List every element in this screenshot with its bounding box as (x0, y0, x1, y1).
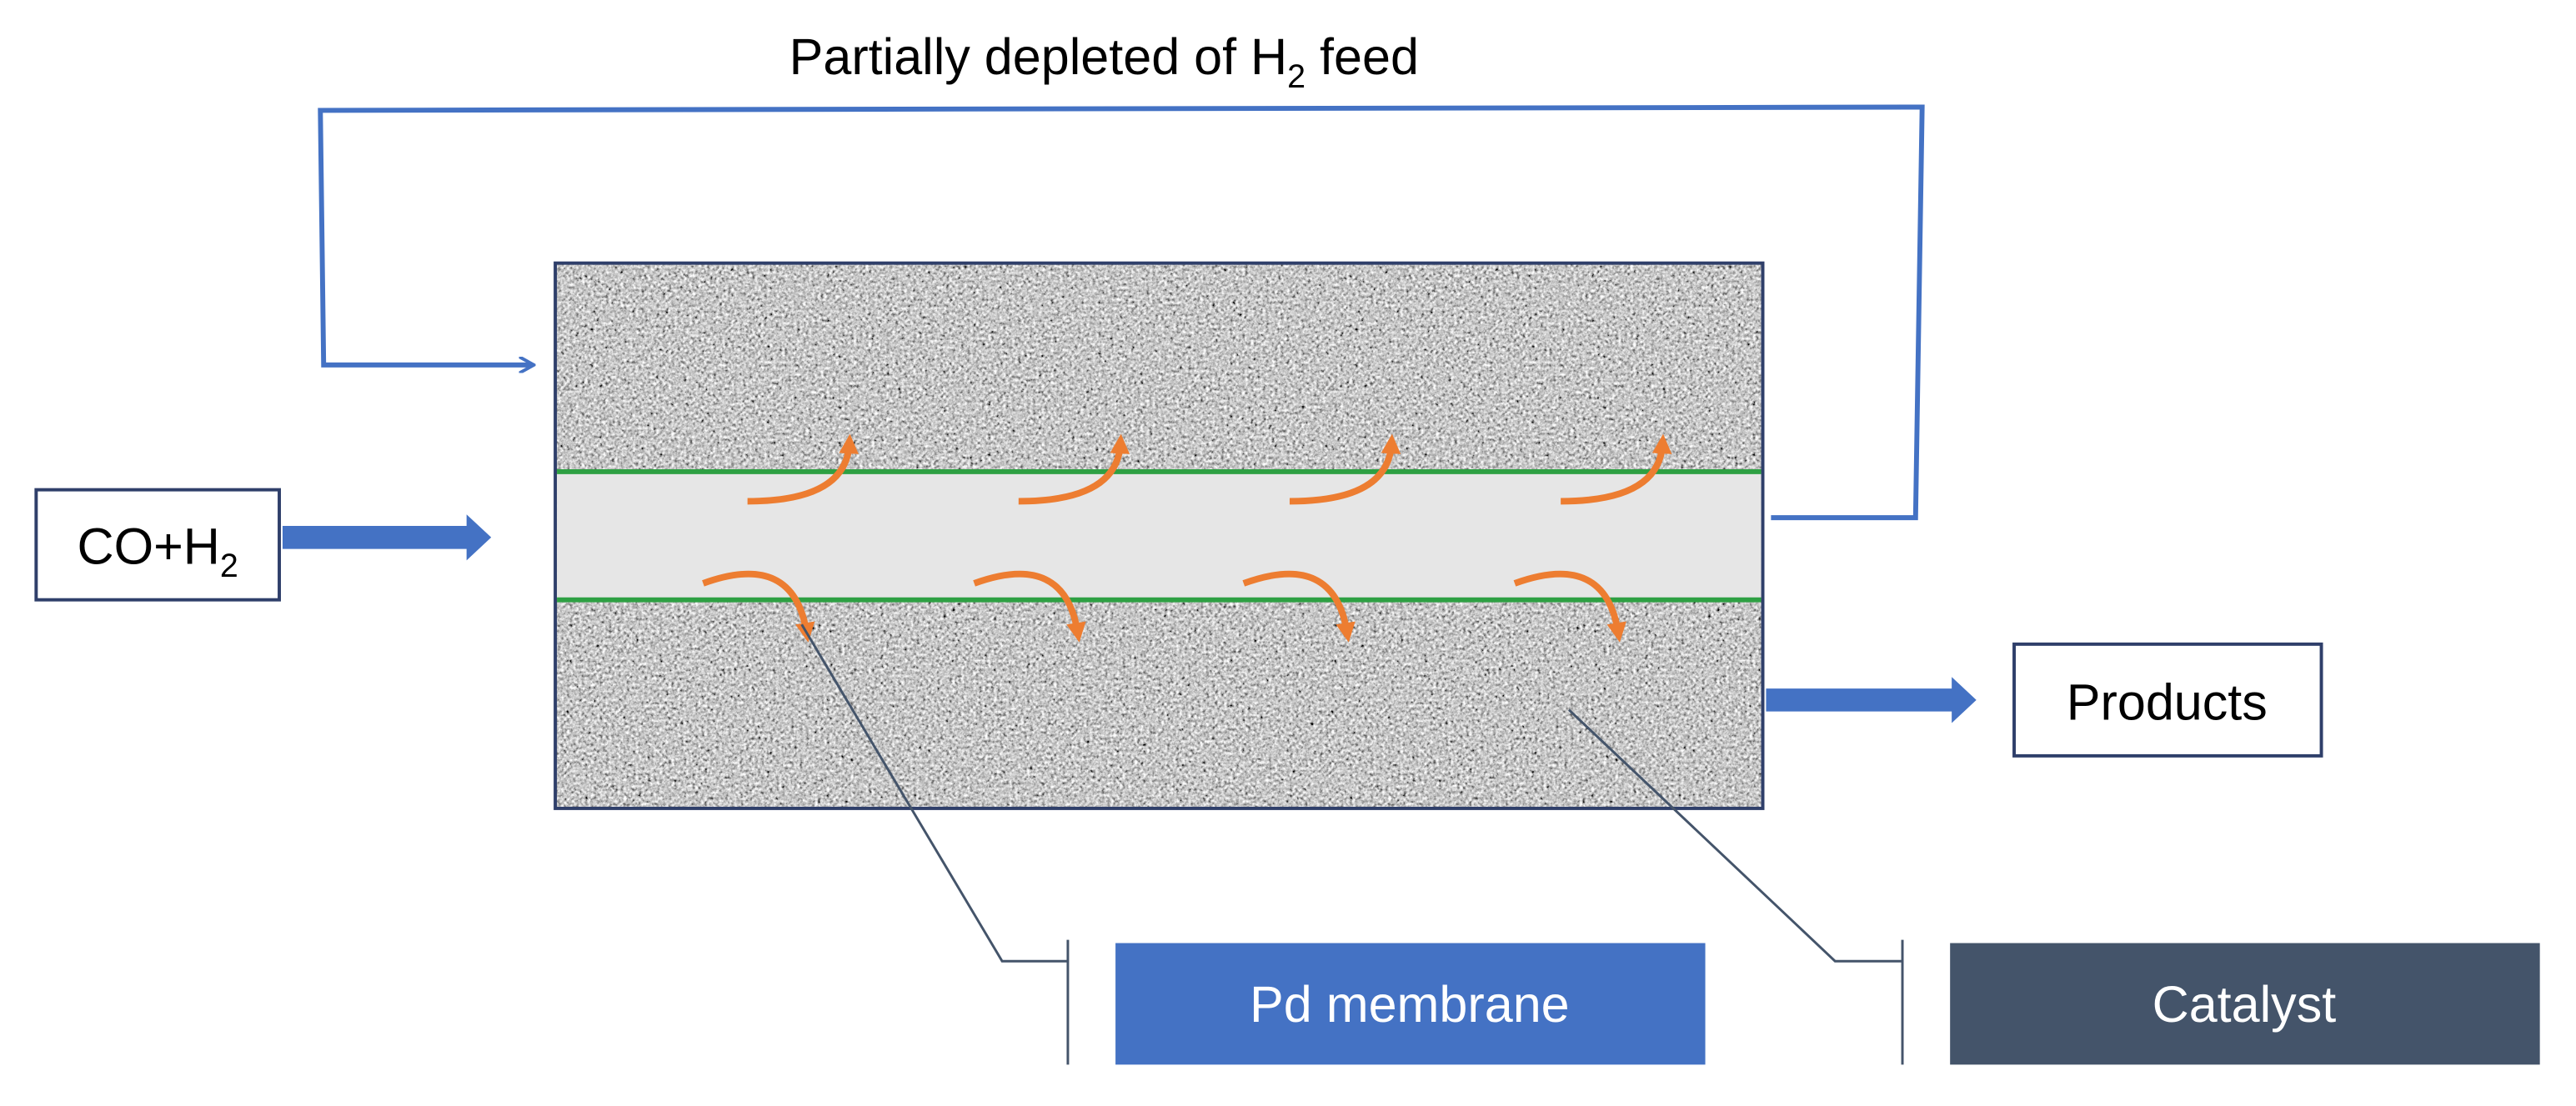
callout-line (1567, 708, 1903, 963)
permeation-arrow (1513, 570, 1626, 643)
outlet-label: Products (2067, 674, 2268, 731)
callout-label: Pd membrane (1250, 976, 1570, 1033)
reactor (554, 261, 1765, 810)
inlet-label: CO+H2 (78, 518, 238, 584)
inlet-arrow (282, 514, 492, 561)
permeation-arrow (973, 570, 1086, 643)
permeation-arrow (1561, 433, 1672, 505)
outlet-arrow (1766, 677, 1977, 723)
label-text: CO+H (78, 518, 220, 574)
outlet-box (2012, 642, 2323, 758)
inlet-box (34, 488, 281, 602)
permeation-arrows (702, 433, 1672, 643)
label-text: Partially depleted of H (789, 28, 1288, 85)
callout-box (1950, 943, 2540, 1065)
reactor-border (554, 261, 1765, 810)
permeation-arrow (1242, 570, 1356, 643)
subscript: 2 (1287, 58, 1306, 95)
permeation-arrow (1289, 433, 1401, 505)
membrane-channel (557, 471, 1762, 600)
callout-label: Catalyst (2153, 976, 2337, 1033)
callout-line (800, 623, 1068, 963)
callout-box (1115, 943, 1706, 1065)
recycle-label: Partially depleted of H2 feed (789, 28, 1419, 95)
label-text: feed (1306, 28, 1419, 85)
permeation-arrow (1018, 433, 1130, 505)
recycle-line (318, 104, 1925, 521)
permeation-arrow (747, 433, 859, 505)
subscript: 2 (220, 548, 238, 584)
permeation-arrow (702, 570, 815, 643)
